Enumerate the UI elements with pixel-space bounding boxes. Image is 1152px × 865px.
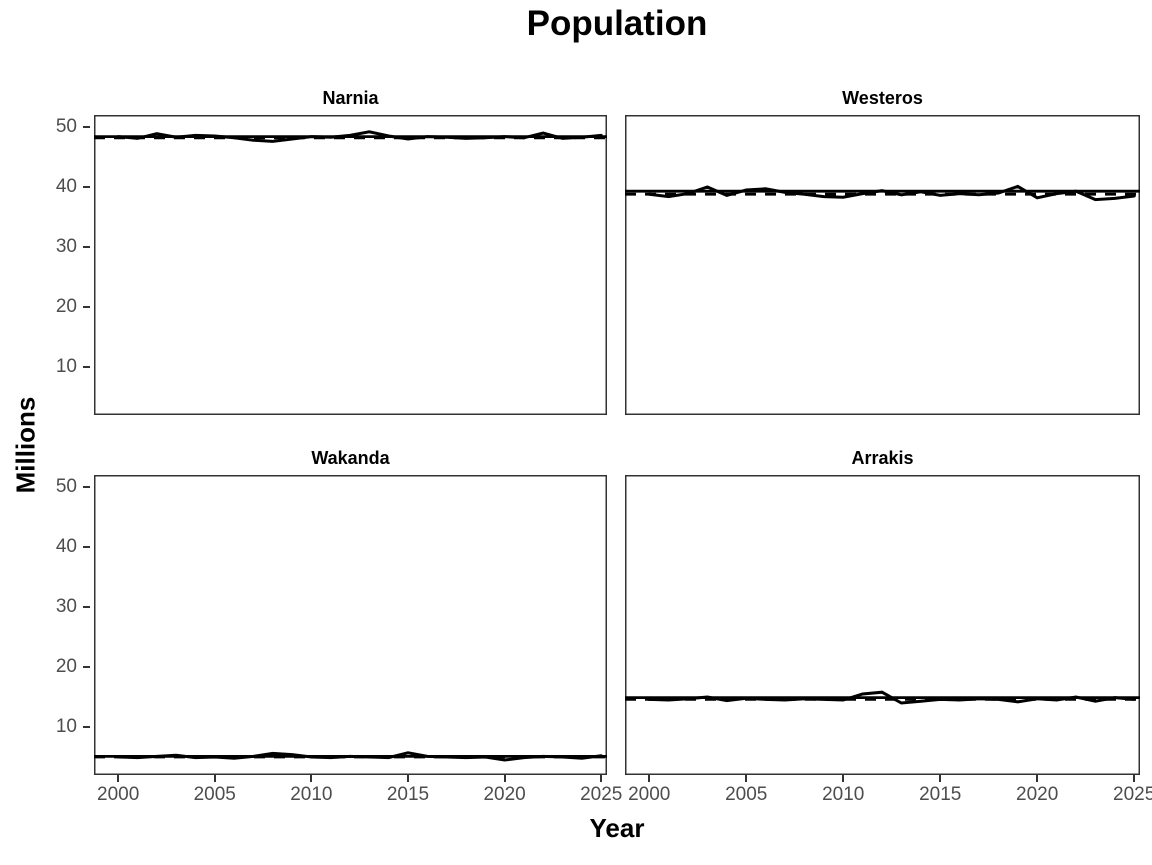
y-axis-ticks: 10 20 30 40 50 xyxy=(38,475,90,775)
y-tick-mark xyxy=(83,546,90,548)
population-line-arrakis xyxy=(647,690,1136,705)
x-tick-mark xyxy=(117,775,120,782)
y-tick-label: 20 xyxy=(55,296,77,317)
y-tick-label: 40 xyxy=(55,176,77,197)
chart-title: Population xyxy=(526,4,708,43)
y-tick-mark xyxy=(83,606,90,608)
x-tick-label: 2020 xyxy=(483,784,526,805)
population-line-westeros xyxy=(647,184,1136,202)
x-tick-mark xyxy=(842,775,845,782)
y-tick-label: 50 xyxy=(55,476,77,497)
facet-strip-wakanda: Wakanda xyxy=(311,448,390,468)
y-axis-ticks: 10 20 30 40 50 xyxy=(38,115,90,415)
panel-border xyxy=(625,475,1140,775)
facet-strip-westeros: Westeros xyxy=(842,88,923,108)
x-tick-label: 2005 xyxy=(193,784,236,805)
y-tick-label: 30 xyxy=(55,236,77,257)
x-tick-mark xyxy=(503,775,506,782)
x-axis-title: Year xyxy=(589,813,645,843)
x-tick-mark xyxy=(1133,775,1136,782)
x-tick-label: 2025 xyxy=(580,784,623,805)
x-tick-mark xyxy=(406,775,409,782)
y-tick-label: 40 xyxy=(55,536,77,557)
x-axis-ticks: 2000 2005 2010 2015 2020 2025 xyxy=(625,775,1152,815)
x-tick-label: 2010 xyxy=(822,784,865,805)
panel-border xyxy=(94,475,607,775)
facet-arrakis: Arrakis 2000 2005 2010 2015 2020 2025 xyxy=(625,448,1152,805)
panel-wakanda xyxy=(94,475,607,775)
y-tick-mark xyxy=(83,366,90,368)
y-tick-label: 10 xyxy=(55,356,77,377)
x-tick-label: 2015 xyxy=(919,784,962,805)
y-axis-title: Millions xyxy=(10,396,41,494)
facet-wakanda: Wakanda 10 20 30 40 50 2000 2005 2010 2015 2020 2… xyxy=(56,448,622,805)
x-tick-label: 2025 xyxy=(1113,784,1152,805)
y-tick-mark xyxy=(83,306,90,308)
x-tick-mark xyxy=(648,775,651,782)
x-tick-label: 2020 xyxy=(1016,784,1059,805)
panel-narnia xyxy=(94,115,607,415)
x-tick-label: 2015 xyxy=(386,784,430,805)
x-axis-ticks: 2000 2005 2010 2015 2020 2025 xyxy=(94,775,622,815)
facet-westeros: Westeros xyxy=(625,88,1140,415)
y-tick-mark xyxy=(83,186,90,188)
panel-border xyxy=(94,115,607,415)
x-tick-mark xyxy=(1036,775,1039,782)
x-tick-label: 2010 xyxy=(290,784,333,805)
y-tick-mark xyxy=(83,666,90,668)
x-tick-mark xyxy=(939,775,942,782)
y-tick-label: 30 xyxy=(55,596,77,617)
y-tick-label: 50 xyxy=(55,116,77,137)
population-line-wakanda xyxy=(116,751,603,762)
x-tick-mark xyxy=(213,775,216,782)
x-tick-label: 2000 xyxy=(97,784,140,805)
x-tick-mark xyxy=(600,775,603,782)
facet-strip-arrakis: Arrakis xyxy=(851,448,914,468)
facet-narnia: Narnia 10 20 30 40 50 xyxy=(56,88,607,415)
panel-westeros xyxy=(625,115,1140,415)
y-tick-mark xyxy=(83,246,90,248)
population-line-narnia xyxy=(116,130,603,143)
facet-strip-narnia: Narnia xyxy=(322,88,379,108)
x-tick-mark xyxy=(745,775,748,782)
x-tick-label: 2005 xyxy=(725,784,768,805)
x-tick-label: 2000 xyxy=(628,784,671,805)
y-tick-mark xyxy=(83,486,90,488)
panel-arrakis xyxy=(625,475,1140,775)
y-tick-label: 20 xyxy=(55,656,77,677)
x-tick-mark xyxy=(310,775,313,782)
y-tick-mark xyxy=(83,126,90,128)
y-tick-mark xyxy=(83,726,90,728)
panel-border xyxy=(625,115,1140,415)
y-tick-label: 10 xyxy=(55,716,77,737)
